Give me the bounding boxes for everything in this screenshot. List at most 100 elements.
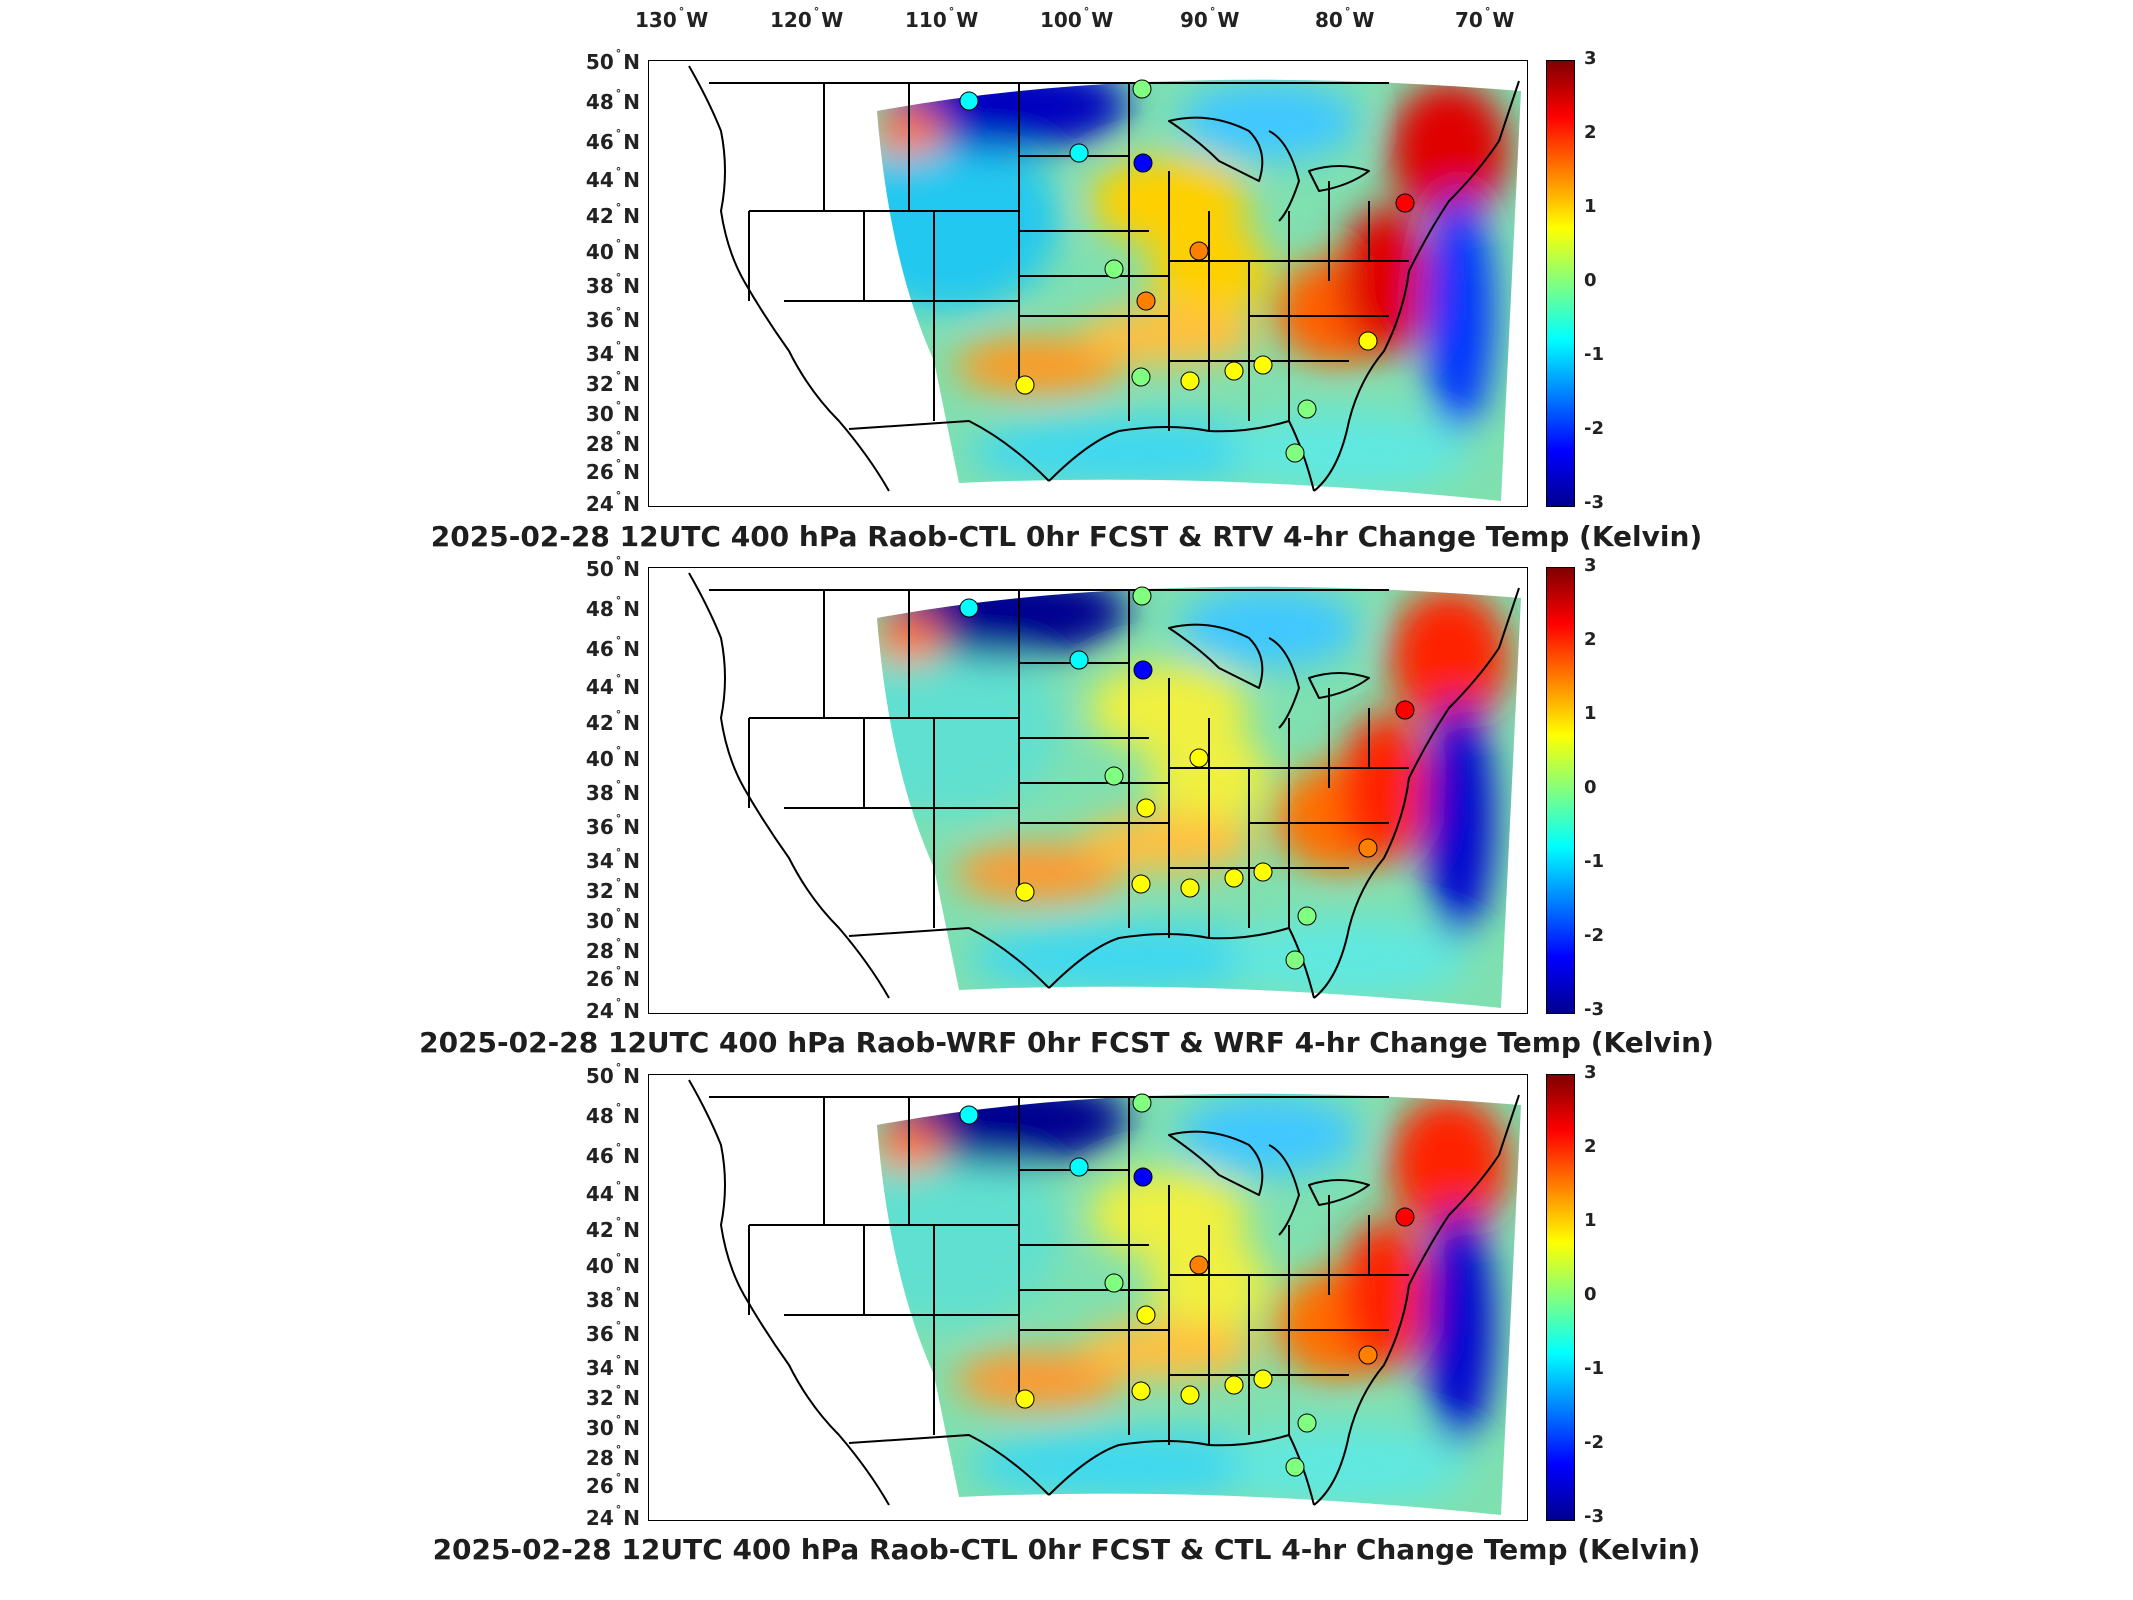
- latitude-label: 26 ° N: [585, 964, 640, 991]
- map-frame: [648, 60, 1528, 507]
- latitude-label: 26 ° N: [585, 457, 640, 484]
- latitude-label: 34 ° N: [585, 1353, 640, 1380]
- latitude-label: 48 ° N: [585, 87, 640, 114]
- latitude-label: 46 ° N: [585, 127, 640, 154]
- panel-title: 2025-02-28 12UTC 400 hPa Raob-CTL 0hr FC…: [430, 520, 1703, 553]
- colorbar: [1546, 1074, 1575, 1521]
- colorbar-tick-label: 1: [1584, 703, 1597, 724]
- latitude-label: 36 ° N: [585, 305, 640, 332]
- raob-marker-maf: [1015, 882, 1035, 902]
- colorbar-tick-label: 1: [1584, 1210, 1597, 1231]
- latitude-label: 24 ° N: [585, 489, 640, 516]
- raob-marker-tbw: [1285, 443, 1305, 463]
- longitude-label: 90 ° W: [1180, 5, 1240, 32]
- colorbar: [1546, 60, 1575, 507]
- raob-marker-ilx: [1189, 748, 1209, 768]
- raob-marker-bis: [1069, 1157, 1089, 1177]
- raob-marker-shv: [1131, 874, 1151, 894]
- latitude-label: 32 ° N: [585, 876, 640, 903]
- latitude-label: 48 ° N: [585, 594, 640, 621]
- latitude-label: 32 ° N: [585, 369, 640, 396]
- latitude-label: 38 ° N: [585, 1285, 640, 1312]
- raob-marker-bmx: [1224, 361, 1244, 381]
- latitude-label: 44 ° N: [585, 672, 640, 699]
- map-svg: [688, 572, 1521, 1008]
- panel-title: 2025-02-28 12UTC 400 hPa Raob-WRF 0hr FC…: [419, 1026, 1714, 1059]
- longitude-label: 130 ° W: [635, 5, 709, 32]
- longitude-label: 70 ° W: [1455, 5, 1515, 32]
- raob-marker-mpx: [1133, 153, 1153, 173]
- raob-marker-inl: [1132, 79, 1152, 99]
- raob-marker-jan: [1180, 878, 1200, 898]
- latitude-label: 40 ° N: [585, 237, 640, 264]
- raob-marker-bmx: [1224, 1375, 1244, 1395]
- colorbar-tick-label: 1: [1584, 196, 1597, 217]
- raob-marker-inl: [1132, 1093, 1152, 1113]
- latitude-label: 42 ° N: [585, 708, 640, 735]
- latitude-label: 30 ° N: [585, 399, 640, 426]
- temperature-field: [877, 79, 1521, 501]
- map-frame: [648, 567, 1528, 1014]
- state-borders: [688, 65, 1520, 492]
- raob-marker-shv: [1131, 367, 1151, 387]
- latitude-label: 50 ° N: [585, 554, 640, 581]
- map-svg: [688, 65, 1521, 501]
- raob-marker-shv: [1131, 1381, 1151, 1401]
- colorbar-tick-label: -3: [1584, 1506, 1604, 1527]
- colorbar-tick-label: -3: [1584, 492, 1604, 513]
- raob-marker-buf: [1395, 1207, 1415, 1227]
- raob-marker-mpx: [1133, 1167, 1153, 1187]
- raob-markers: [959, 1093, 1415, 1477]
- map-frame: [648, 1074, 1528, 1521]
- colorbar-tick-label: -1: [1584, 851, 1604, 872]
- latitude-label: 28 ° N: [585, 936, 640, 963]
- raob-marker-ggw: [959, 1105, 979, 1125]
- raob-marker-oax: [1104, 259, 1124, 279]
- raob-marker-ffc: [1253, 862, 1273, 882]
- latitude-label: 42 ° N: [585, 1215, 640, 1242]
- raob-marker-oax: [1104, 1273, 1124, 1293]
- colorbar-tick-label: 2: [1584, 629, 1597, 650]
- colorbar-tick-label: 0: [1584, 270, 1597, 291]
- latitude-label: 40 ° N: [585, 744, 640, 771]
- latitude-label: 24 ° N: [585, 1503, 640, 1530]
- raob-marker-bis: [1069, 650, 1089, 670]
- colorbar-tick-label: -2: [1584, 418, 1604, 439]
- raob-marker-ilx: [1189, 241, 1209, 261]
- latitude-label: 36 ° N: [585, 1319, 640, 1346]
- latitude-label: 46 ° N: [585, 634, 640, 661]
- raob-marker-mhx: [1358, 331, 1378, 351]
- latitude-label: 30 ° N: [585, 1413, 640, 1440]
- colorbar-tick-label: -2: [1584, 925, 1604, 946]
- raob-marker-inl: [1132, 586, 1152, 606]
- latitude-label: 34 ° N: [585, 846, 640, 873]
- raob-marker-ilx: [1189, 1255, 1209, 1275]
- raob-marker-ggw: [959, 91, 979, 111]
- colorbar-tick-label: 0: [1584, 1284, 1597, 1305]
- longitude-label: 100 ° W: [1040, 5, 1114, 32]
- raob-markers: [959, 586, 1415, 970]
- latitude-label: 32 ° N: [585, 1383, 640, 1410]
- latitude-label: 38 ° N: [585, 778, 640, 805]
- latitude-label: 44 ° N: [585, 165, 640, 192]
- raob-marker-jan: [1180, 1385, 1200, 1405]
- colorbar-tick-label: -1: [1584, 344, 1604, 365]
- raob-marker-maf: [1015, 1389, 1035, 1409]
- colorbar-tick-label: -3: [1584, 999, 1604, 1020]
- colorbar-tick-label: 2: [1584, 122, 1597, 143]
- colorbar: [1546, 567, 1575, 1014]
- panel-title: 2025-02-28 12UTC 400 hPa Raob-CTL 0hr FC…: [432, 1533, 1701, 1566]
- raob-marker-buf: [1395, 193, 1415, 213]
- raob-marker-tbw: [1285, 950, 1305, 970]
- latitude-label: 38 ° N: [585, 271, 640, 298]
- latitude-label: 28 ° N: [585, 429, 640, 456]
- colorbar-tick-label: 3: [1584, 1062, 1597, 1083]
- colorbar-tick-label: -2: [1584, 1432, 1604, 1453]
- raob-marker-mhx: [1358, 838, 1378, 858]
- latitude-label: 26 ° N: [585, 1471, 640, 1498]
- colorbar-tick-label: 0: [1584, 777, 1597, 798]
- raob-marker-oax: [1104, 766, 1124, 786]
- raob-markers: [959, 79, 1415, 463]
- longitude-label: 120 ° W: [770, 5, 844, 32]
- colorbar-tick-label: -1: [1584, 1358, 1604, 1379]
